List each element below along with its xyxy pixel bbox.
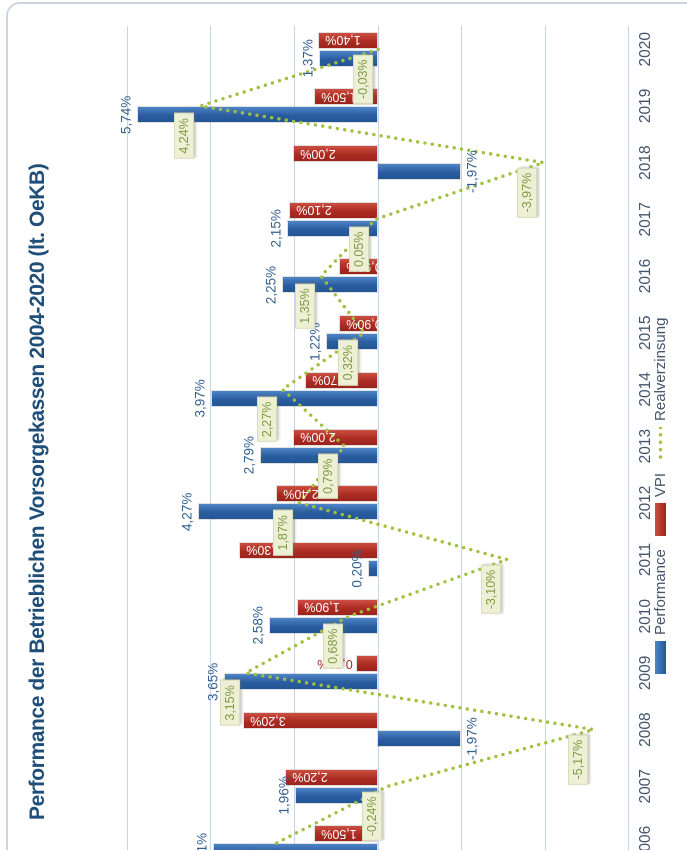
year-label: 2017 xyxy=(637,202,654,237)
performance-value-label: -1,97% xyxy=(464,150,480,193)
vpi-value-label: 3,20% xyxy=(250,713,286,728)
legend: Performance VPI Realverzinsung xyxy=(652,318,669,674)
vpi-value-label: 2,20% xyxy=(291,770,328,785)
performance-value-label: 1,96% xyxy=(276,776,292,815)
realverzinsung-value-label: 4,24% xyxy=(174,113,195,159)
realverzinsung-value-label: -0,24% xyxy=(361,791,382,842)
vpi-swatch-icon xyxy=(655,503,666,537)
performance-value-label: 2,79% xyxy=(241,435,257,475)
vpi-value-label: 1,90% xyxy=(304,600,340,615)
realverzinsung-swatch-icon xyxy=(658,426,663,459)
realverzinsung-value-label: 0,79% xyxy=(318,453,339,499)
performance-value-label: 2,25% xyxy=(263,265,279,305)
realverzinsung-value-label: 0,05% xyxy=(349,226,370,273)
performance-value-label: 5,74% xyxy=(118,95,134,135)
realverzinsung-value-label: -3,97% xyxy=(517,167,538,218)
year-label: 2018 xyxy=(637,145,654,180)
legend-label-realverzinsung: Realverzinsung xyxy=(652,317,669,421)
year-label: 2007 xyxy=(637,769,654,804)
legend-item-realverzinsung: Realverzinsung xyxy=(652,318,669,460)
realverzinsung-value-label: 1,35% xyxy=(295,283,316,329)
legend-item-vpi: VPI xyxy=(652,472,669,537)
performance-value-label: 2,15% xyxy=(268,209,284,248)
vpi-value-label: 1,50% xyxy=(321,827,357,841)
vpi-value-label: 2,00% xyxy=(300,430,336,445)
performance-value-label: 0,20% xyxy=(349,549,365,588)
legend-label-performance: Performance xyxy=(652,549,669,635)
realverzinsung-value-label: 3,15% xyxy=(219,680,240,726)
vpi-value-label: 1,40% xyxy=(325,33,361,48)
performance-value-label: 4,27% xyxy=(179,492,195,531)
realverzinsung-value-label: 0,68% xyxy=(323,623,344,669)
performance-value-label: 3,91% xyxy=(195,833,210,850)
realverzinsung-value-label: 1,87% xyxy=(273,510,294,556)
year-label: 2008 xyxy=(637,712,654,747)
realverzinsung-value-label: -5,17% xyxy=(567,734,588,785)
realverzinsung-value-label: -3,10% xyxy=(481,564,502,615)
performance-value-label: 3,97% xyxy=(192,379,208,418)
vpi-value-label: 2,00% xyxy=(300,146,336,161)
legend-label-vpi: VPI xyxy=(652,472,669,498)
vpi-value-label: 2,10% xyxy=(295,203,332,218)
performance-value-label: -1,97% xyxy=(464,717,480,760)
realverzinsung-value-label: 2,27% xyxy=(256,396,277,443)
year-label: 2019 xyxy=(637,88,654,124)
vpi-value-label: 0,90% xyxy=(346,316,382,331)
year-label: 2016 xyxy=(637,258,654,294)
performance-value-label: 1,37% xyxy=(300,39,316,78)
realverzinsung-value-label: 0,32% xyxy=(338,339,359,386)
year-label: 2020 xyxy=(637,31,654,67)
realverzinsung-value-label: -0,03% xyxy=(352,54,373,105)
vpi-value-label: 2,40% xyxy=(283,486,319,501)
legend-item-performance: Performance xyxy=(652,549,669,674)
performance-value-label: 2,58% xyxy=(250,606,266,645)
performance-value-label: 3,65% xyxy=(205,662,221,702)
performance-swatch-icon xyxy=(655,641,666,674)
vpi-value-label: 1,50% xyxy=(321,89,357,104)
year-label: 2006 xyxy=(637,825,654,850)
